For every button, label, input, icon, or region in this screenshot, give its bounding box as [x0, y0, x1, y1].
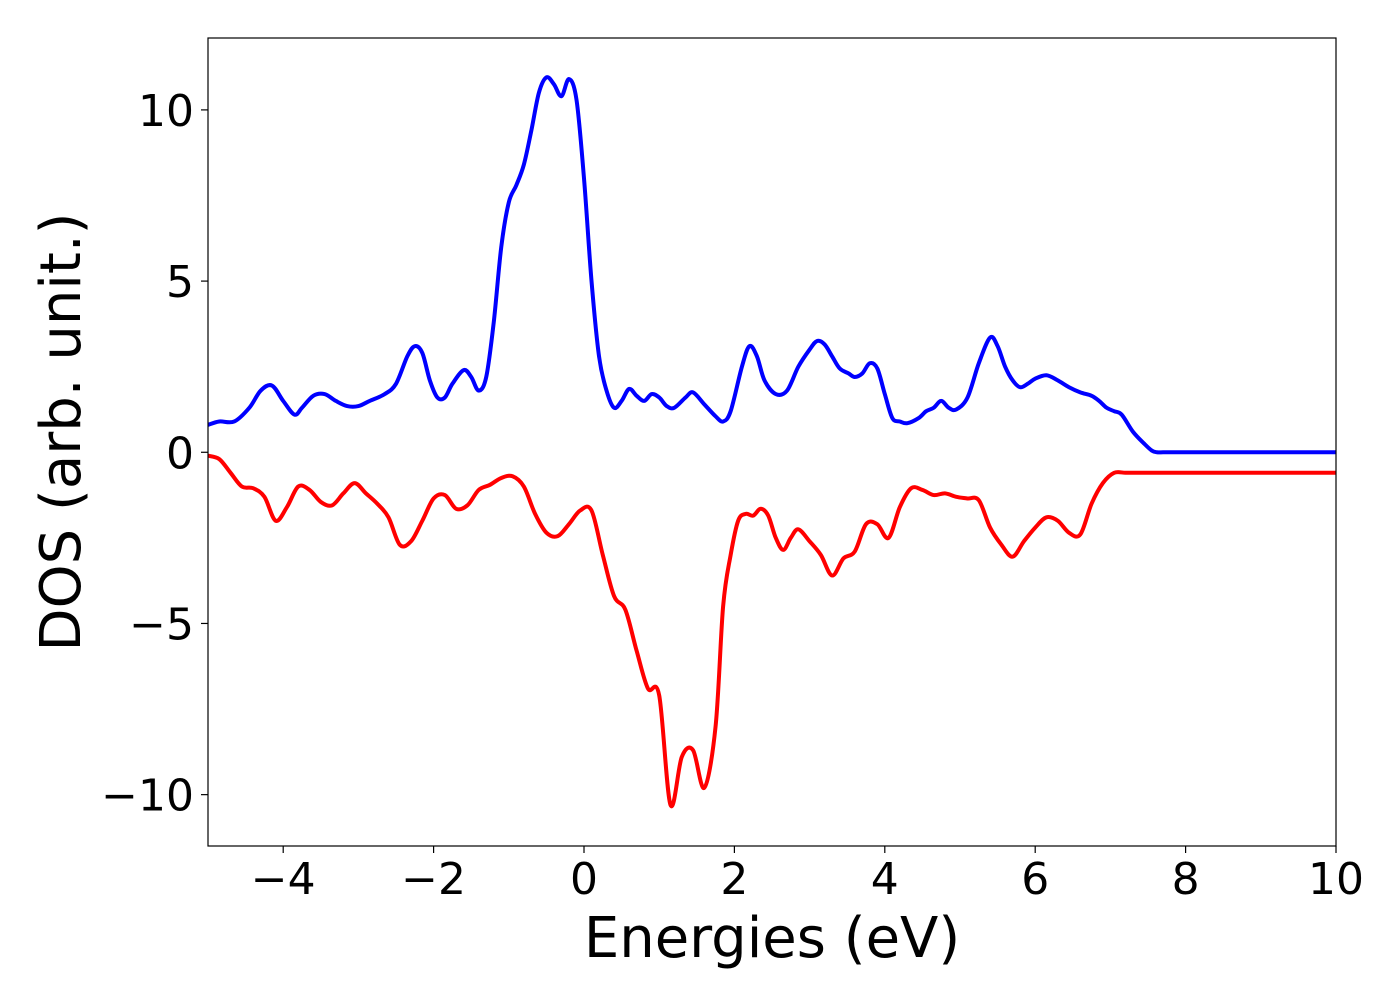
series-layer: [208, 75, 1336, 809]
y-tick-label: 5: [166, 257, 194, 308]
dos-series-down: [208, 453, 1336, 809]
x-axis: −4 −2 0 2 4 6 8 10: [251, 846, 1364, 905]
x-tick-label: 10: [1308, 854, 1364, 905]
x-axis-label: Energies (eV): [584, 906, 960, 971]
x-tick-label: 4: [871, 854, 899, 905]
x-tick-label: 6: [1021, 854, 1049, 905]
y-tick-label: −10: [101, 771, 194, 822]
x-tick-label: 8: [1172, 854, 1200, 905]
plot-frame: [207, 37, 1337, 847]
x-tick-label: 2: [720, 854, 748, 905]
y-tick-label: 10: [138, 86, 194, 137]
y-axis-label: DOS (arb. unit.): [29, 212, 94, 651]
y-axis: −10 −5 0 5 10: [101, 86, 208, 822]
dos-series-up: [208, 75, 1336, 455]
y-tick-label: −5: [129, 599, 194, 650]
y-tick-label: 0: [166, 428, 194, 479]
x-tick-label: 0: [570, 854, 598, 905]
x-tick-label: −2: [401, 854, 466, 905]
x-tick-label: −4: [251, 854, 316, 905]
